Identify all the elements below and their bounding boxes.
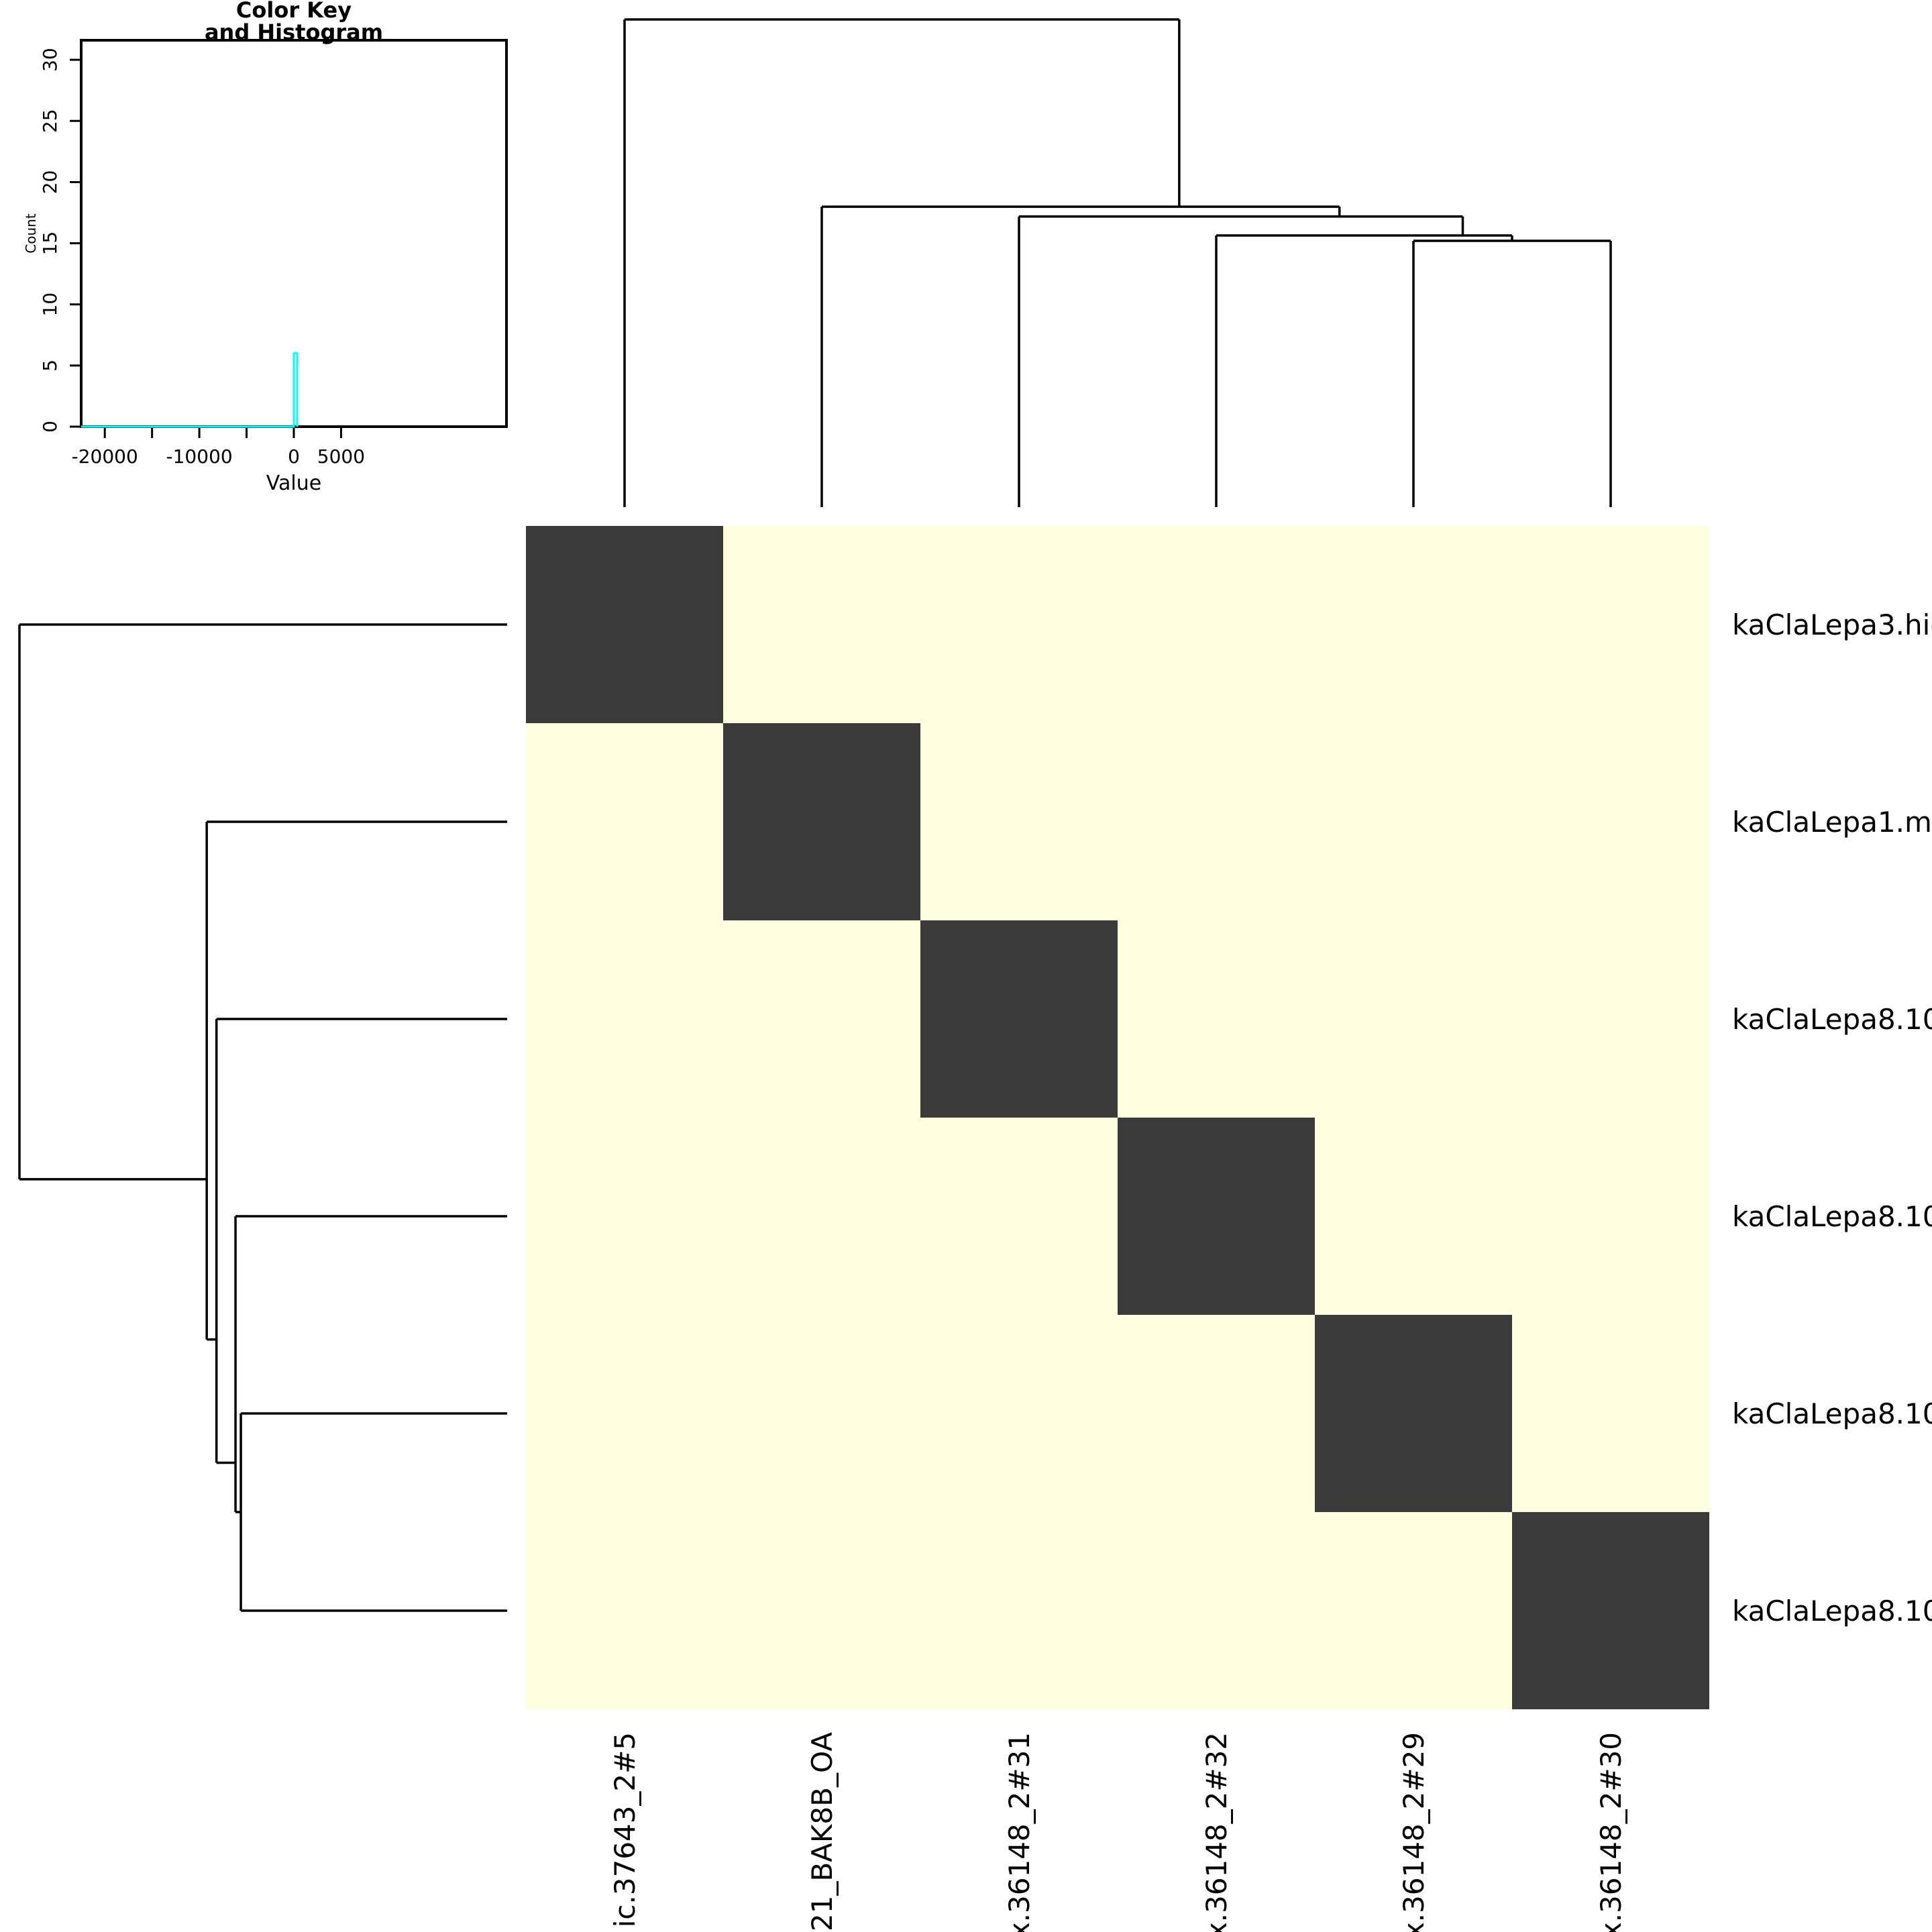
col-label-1: ic.37643_2#5 bbox=[608, 1732, 641, 1927]
row-label-4: kaClaLepa8.10 bbox=[1732, 1200, 1932, 1233]
col-label-3: x.36148_2#31 bbox=[1003, 1732, 1036, 1932]
histogram-trace bbox=[81, 352, 299, 428]
heatmap-cell-r4c2 bbox=[723, 1118, 920, 1315]
heatmap-cell-r1c6 bbox=[1512, 526, 1709, 723]
column-dendrogram bbox=[623, 18, 1612, 507]
color-key-title-line1: Color Key bbox=[236, 0, 352, 23]
heatmap-cell-r3c1 bbox=[526, 920, 723, 1118]
heatmap-cell-r6c5 bbox=[1315, 1512, 1512, 1709]
heatmap-cell-r6c6 bbox=[1512, 1512, 1709, 1709]
x-tick-label-3: -10000 bbox=[166, 445, 233, 468]
heatmap-cell-r1c5 bbox=[1315, 526, 1512, 723]
heatmap-cell-r1c2 bbox=[723, 526, 920, 723]
heatmap-cell-r4c1 bbox=[526, 1118, 723, 1315]
heatmap-cell-r1c3 bbox=[920, 526, 1118, 723]
col-label-2: 021_BAK8B_OA bbox=[806, 1732, 839, 1932]
col-label-6: x.36148_2#30 bbox=[1595, 1732, 1627, 1932]
heatmap-cell-r5c1 bbox=[526, 1315, 723, 1512]
row-label-2: kaClaLepa1.m0 bbox=[1732, 806, 1932, 839]
col-label-5: x.36148_2#29 bbox=[1397, 1732, 1430, 1932]
heatmap-cell-r5c2 bbox=[723, 1315, 920, 1512]
y-tick-label-7: 30 bbox=[39, 48, 61, 72]
col-label-4: x.36148_2#32 bbox=[1200, 1732, 1233, 1932]
heatmap-cell-r2c5 bbox=[1315, 723, 1512, 920]
heatmap-cell-r3c3 bbox=[920, 920, 1118, 1118]
heatmap-cell-r5c6 bbox=[1512, 1315, 1709, 1512]
y-tick-label-4: 15 bbox=[39, 231, 61, 256]
heatmap-cell-r3c5 bbox=[1315, 920, 1512, 1118]
x-tick-label-1: -20000 bbox=[72, 445, 138, 468]
heatmap-cell-r2c1 bbox=[526, 723, 723, 920]
color-key-y-axis: 0 5 10 15 20 25 30 bbox=[39, 48, 81, 433]
heatmap-cell-r5c5 bbox=[1315, 1315, 1512, 1512]
row-label-5: kaClaLepa8.10 bbox=[1732, 1397, 1932, 1430]
heatmap-cell-r2c2 bbox=[723, 723, 920, 920]
y-tick-label-2: 5 bbox=[39, 360, 61, 372]
heatmap-cell-r4c4 bbox=[1118, 1118, 1315, 1315]
heatmap-cell-r6c1 bbox=[526, 1512, 723, 1709]
heatmap-cell-r5c3 bbox=[920, 1315, 1118, 1512]
heatmap-cell-r1c4 bbox=[1118, 526, 1315, 723]
x-tick-label-5: 0 bbox=[288, 445, 300, 468]
heatmap-cell-r2c6 bbox=[1512, 723, 1709, 920]
heatmap-matrix bbox=[526, 526, 1709, 1709]
y-tick-label-6: 25 bbox=[39, 109, 61, 133]
y-tick-label-3: 10 bbox=[39, 292, 61, 317]
y-tick-label-1: 0 bbox=[39, 421, 61, 433]
row-label-6: kaClaLepa8.10 bbox=[1732, 1595, 1932, 1627]
color-key-panel: Color Key and Histogram -20000 -10000 0 500… bbox=[23, 0, 508, 495]
heatmap-column-labels: ic.37643_2#5 021_BAK8B_OA x.36148_2#31 x.36… bbox=[608, 1732, 1627, 1932]
row-label-3: kaClaLepa8.10 bbox=[1732, 1003, 1932, 1036]
color-key-ylabel: Count bbox=[23, 213, 39, 254]
row-dendrogram bbox=[18, 623, 507, 1612]
color-key-x-axis: -20000 -10000 0 5000 bbox=[72, 427, 365, 468]
heatmap-cell-r2c3 bbox=[920, 723, 1118, 920]
row-label-1: kaClaLepa3.hic bbox=[1732, 608, 1932, 641]
heatmap-cell-r4c3 bbox=[920, 1118, 1118, 1315]
heatmap-cell-r6c2 bbox=[723, 1512, 920, 1709]
heatmap-cell-r2c4 bbox=[1118, 723, 1315, 920]
heatmap-cell-r4c5 bbox=[1315, 1118, 1512, 1315]
x-tick-label-6: 5000 bbox=[317, 445, 365, 468]
heatmap-row-labels: kaClaLepa3.hic kaClaLepa1.m0 kaClaLepa8.10… bbox=[1732, 608, 1932, 1627]
heatmap-cell-r4c6 bbox=[1512, 1118, 1709, 1315]
heatmap-cell-r3c6 bbox=[1512, 920, 1709, 1118]
heatmap-cell-r5c4 bbox=[1118, 1315, 1315, 1512]
heatmap-cell-r6c4 bbox=[1118, 1512, 1315, 1709]
heatmap-cell-r3c2 bbox=[723, 920, 920, 1118]
color-key-xlabel: Value bbox=[266, 472, 321, 495]
heatmap-cell-r1c1 bbox=[526, 526, 723, 723]
y-tick-label-5: 20 bbox=[39, 170, 61, 195]
heatmap-cell-r3c4 bbox=[1118, 920, 1315, 1118]
heatmap-cell-r6c3 bbox=[920, 1512, 1118, 1709]
